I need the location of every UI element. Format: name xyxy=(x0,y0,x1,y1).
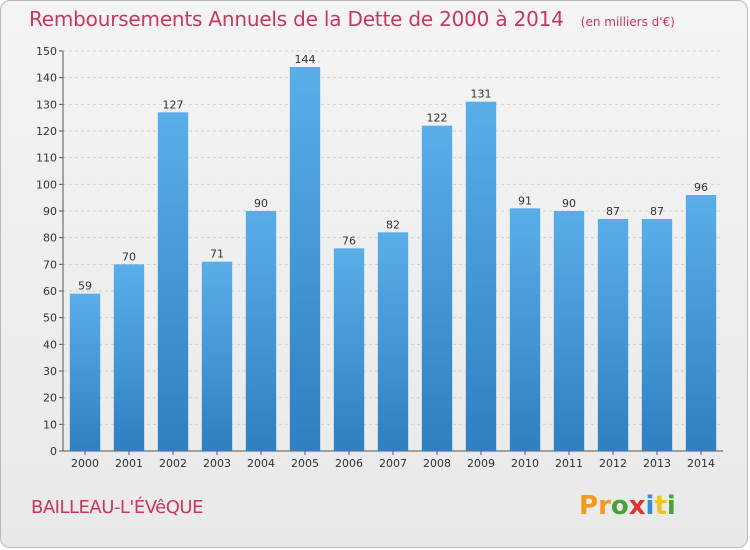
town-name: BAILLEAU-L'ÉVêQUE xyxy=(31,497,203,518)
x-tick-label: 2010 xyxy=(511,457,539,470)
x-tick-label: 2003 xyxy=(203,457,231,470)
x-tick-label: 2012 xyxy=(599,457,627,470)
logo-letter: i xyxy=(645,491,655,521)
x-tick-label: 2006 xyxy=(335,457,363,470)
logo-letter: x xyxy=(628,491,646,521)
logo-letter: o xyxy=(610,491,629,521)
bar xyxy=(245,211,277,451)
bar xyxy=(289,67,321,451)
data-label: 87 xyxy=(606,205,620,218)
y-tick-label: 30 xyxy=(43,365,57,378)
y-tick-label: 20 xyxy=(43,392,57,405)
x-tick-label: 2000 xyxy=(71,457,99,470)
logo-letter: r xyxy=(598,491,611,521)
bar xyxy=(641,219,673,451)
bar xyxy=(377,232,409,451)
data-label: 90 xyxy=(562,197,576,210)
y-tick-label: 70 xyxy=(43,258,57,271)
data-label: 59 xyxy=(78,280,92,293)
data-label: 71 xyxy=(210,248,224,261)
data-label: 127 xyxy=(163,98,184,111)
y-tick-label: 120 xyxy=(36,125,57,138)
bar xyxy=(597,219,629,451)
title-row: Remboursements Annuels de la Dette de 20… xyxy=(29,7,675,31)
x-tick-label: 2008 xyxy=(423,457,451,470)
y-tick-label: 100 xyxy=(36,178,57,191)
y-tick-label: 80 xyxy=(43,232,57,245)
data-label: 122 xyxy=(427,112,448,125)
x-tick-label: 2009 xyxy=(467,457,495,470)
bar xyxy=(509,208,541,451)
x-tick-label: 2014 xyxy=(687,457,715,470)
proxiti-logo: Proxiti xyxy=(579,491,676,521)
bar xyxy=(465,101,497,452)
x-tick-label: 2011 xyxy=(555,457,583,470)
data-label: 131 xyxy=(471,88,492,101)
bar xyxy=(201,261,233,451)
y-tick-label: 50 xyxy=(43,312,57,325)
x-tick-label: 2004 xyxy=(247,457,275,470)
bar xyxy=(421,125,453,452)
y-tick-label: 130 xyxy=(36,98,57,111)
bar xyxy=(113,264,145,451)
x-tick-label: 2013 xyxy=(643,457,671,470)
logo-letter: t xyxy=(654,491,667,521)
y-tick-label: 10 xyxy=(43,418,57,431)
x-tick-label: 2007 xyxy=(379,457,407,470)
data-label: 76 xyxy=(342,234,356,247)
y-tick-label: 90 xyxy=(43,205,57,218)
data-label: 70 xyxy=(122,250,136,263)
data-label: 96 xyxy=(694,181,708,194)
y-tick-label: 150 xyxy=(36,45,57,58)
bar xyxy=(69,293,101,451)
bar xyxy=(685,195,717,451)
y-tick-label: 60 xyxy=(43,285,57,298)
logo-letter: P xyxy=(579,491,599,521)
logo-letter: i xyxy=(666,491,676,521)
data-label: 91 xyxy=(518,194,532,207)
bar xyxy=(553,211,585,451)
data-label: 90 xyxy=(254,197,268,210)
chart-title: Remboursements Annuels de la Dette de 20… xyxy=(29,7,564,31)
bar xyxy=(333,248,365,451)
y-tick-label: 140 xyxy=(36,72,57,85)
y-tick-label: 0 xyxy=(50,445,57,458)
data-label: 87 xyxy=(650,205,664,218)
y-tick-label: 110 xyxy=(36,152,57,165)
x-tick-label: 2005 xyxy=(291,457,319,470)
bar xyxy=(157,112,189,451)
y-tick-label: 40 xyxy=(43,338,57,351)
data-label: 82 xyxy=(386,218,400,231)
x-tick-label: 2002 xyxy=(159,457,187,470)
x-tick-label: 2001 xyxy=(115,457,143,470)
chart-unit: (en milliers d'€) xyxy=(580,15,675,29)
data-label: 144 xyxy=(295,53,316,66)
